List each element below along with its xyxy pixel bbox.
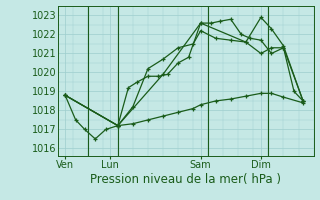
X-axis label: Pression niveau de la mer( hPa ): Pression niveau de la mer( hPa ) [90, 173, 281, 186]
